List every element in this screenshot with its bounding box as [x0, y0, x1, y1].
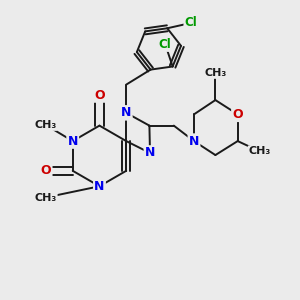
Text: N: N [94, 180, 105, 193]
Text: Cl: Cl [185, 16, 197, 29]
Text: O: O [232, 108, 243, 121]
Text: CH₃: CH₃ [204, 68, 226, 78]
Text: Cl: Cl [159, 38, 172, 51]
Text: CH₃: CH₃ [34, 120, 56, 130]
Text: CH₃: CH₃ [249, 146, 271, 157]
Text: CH₃: CH₃ [34, 193, 56, 202]
Text: N: N [68, 135, 78, 148]
Text: N: N [121, 106, 131, 119]
Text: O: O [41, 164, 51, 177]
Text: N: N [189, 135, 199, 148]
Text: N: N [145, 146, 155, 160]
Text: O: O [94, 88, 105, 101]
